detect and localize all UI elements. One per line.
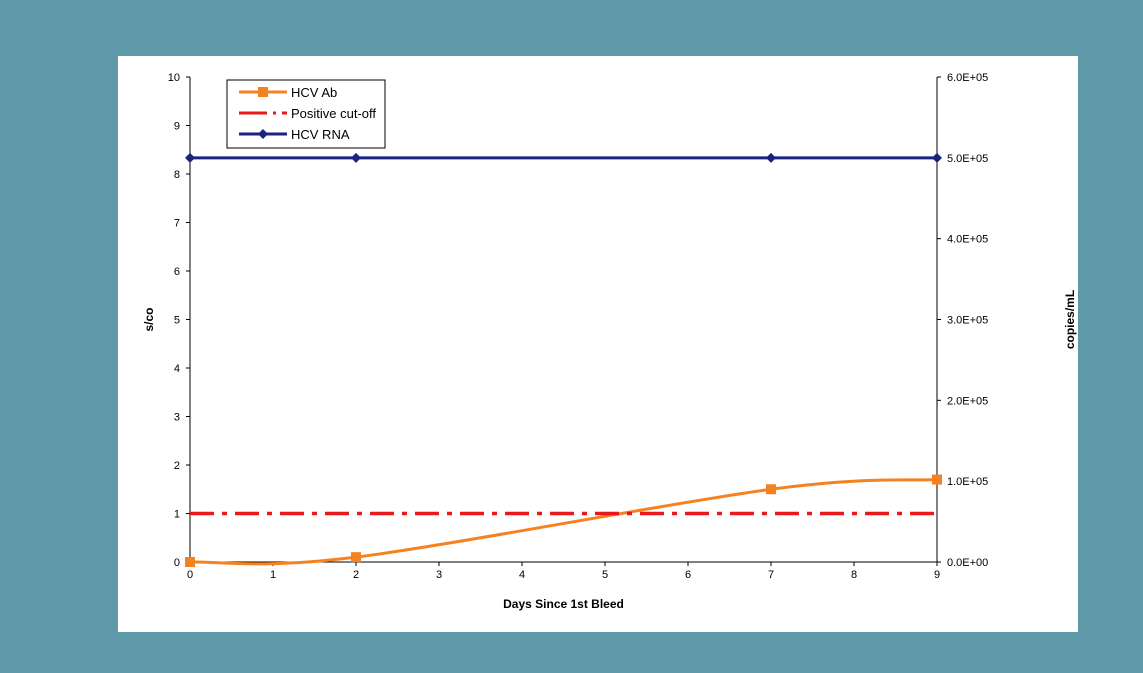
- legend: HCV Ab Positive cut-off HCV RNA: [226, 79, 386, 149]
- legend-label: Positive cut-off: [291, 106, 376, 121]
- x-tick-label: 4: [519, 569, 525, 581]
- y-tick-label: 7: [174, 218, 180, 230]
- legend-item-positive-cut-off: Positive cut-off: [239, 106, 376, 121]
- y2-tick-label: 5.0E+05: [947, 153, 988, 165]
- chart-panel: [118, 56, 1078, 632]
- ticks: 0 1 2 3 4 5 6 7 8 9 0 1 2 3 4 5 6 7 8 9 10 0.0E+00 1.0E+05 2.0E…: [168, 72, 989, 581]
- x-tick-label: 8: [851, 569, 857, 581]
- x-tick-label: 6: [685, 569, 691, 581]
- x-tick-label: 2: [353, 569, 359, 581]
- y2-tick-label: 1.0E+05: [947, 476, 988, 488]
- y-tick-label: 6: [174, 266, 180, 278]
- x-tick-label: 9: [934, 569, 940, 581]
- y2-tick-label: 4.0E+05: [947, 234, 988, 246]
- data-point-hcv-rna: [351, 152, 361, 163]
- y2-tick-label: 3.0E+05: [947, 315, 988, 327]
- y-axis-title: s/co: [142, 307, 156, 331]
- y2-tick-label: 2.0E+05: [947, 395, 988, 407]
- data-point-hcv-rna: [932, 152, 942, 163]
- axes: [189, 77, 938, 563]
- y-tick-label: 5: [174, 315, 180, 327]
- data-point-hcv-ab: [351, 552, 361, 563]
- series-hcv-ab: [185, 474, 942, 567]
- series-line-hcv-ab: [189, 478, 938, 566]
- y2-tick-label: 6.0E+05: [947, 72, 988, 84]
- x-axis-title: Days Since 1st Bleed: [503, 597, 624, 611]
- y-tick-label: 3: [174, 412, 180, 424]
- legend-label: HCV Ab: [291, 85, 337, 100]
- y2-tick-label: 0.0E+00: [947, 557, 988, 569]
- series-layer: [185, 152, 942, 567]
- y-tick-label: 2: [174, 460, 180, 472]
- y-tick-label: 9: [174, 121, 180, 133]
- y2-axis-title: copies/mL: [1063, 290, 1077, 349]
- x-tick-label: 3: [436, 569, 442, 581]
- legend-marker: [258, 129, 268, 139]
- x-tick-label: 7: [768, 569, 774, 581]
- legend-label: HCV RNA: [291, 127, 350, 142]
- y-tick-label: 8: [174, 169, 180, 181]
- y-tick-label: 0: [174, 557, 180, 569]
- legend-item-hcv-ab: HCV Ab: [239, 85, 337, 100]
- data-point-hcv-rna: [766, 152, 776, 163]
- legend-item-hcv-rna: HCV RNA: [239, 127, 350, 142]
- legend-marker: [258, 87, 268, 97]
- series-hcv-rna: [185, 152, 942, 163]
- data-point-hcv-ab: [185, 557, 195, 567]
- data-point-hcv-ab: [766, 484, 776, 495]
- data-point-hcv-ab: [932, 474, 942, 485]
- y-tick-label: 10: [168, 72, 180, 84]
- data-point-hcv-rna: [185, 152, 195, 163]
- x-tick-label: 0: [187, 569, 193, 581]
- y-tick-label: 1: [174, 509, 180, 521]
- x-tick-label: 1: [270, 569, 276, 581]
- x-tick-label: 5: [602, 569, 608, 581]
- y-tick-label: 4: [174, 363, 180, 375]
